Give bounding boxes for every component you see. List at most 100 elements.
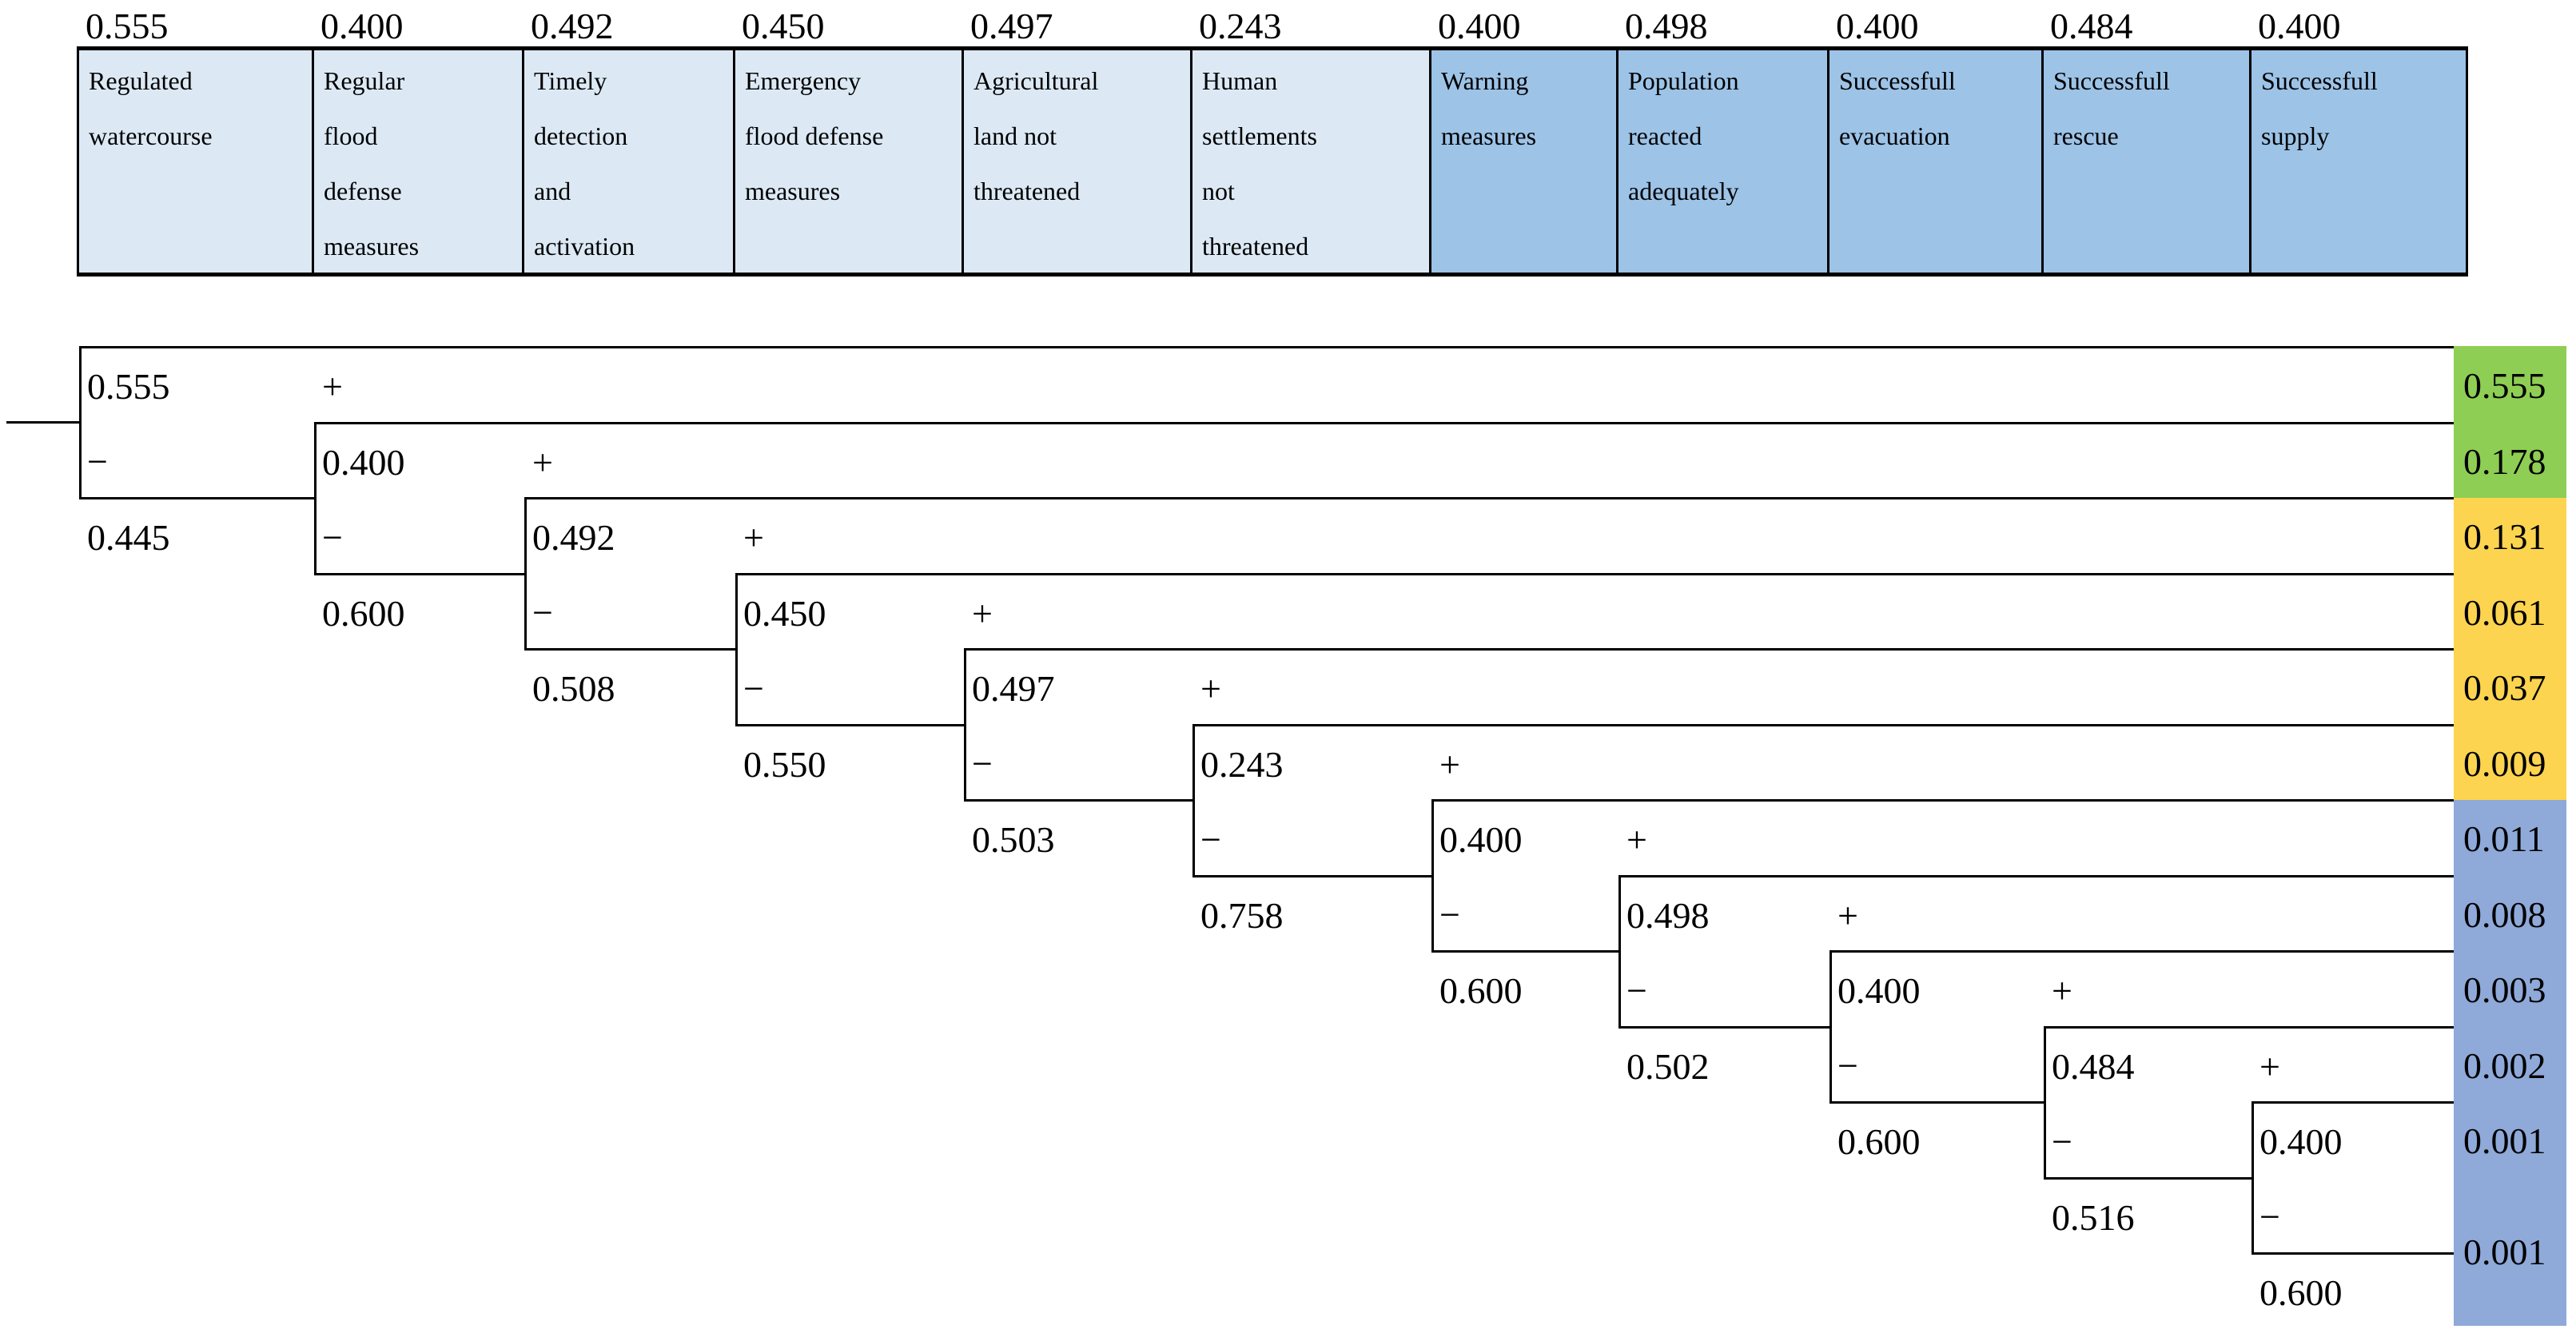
column-label-line: watercourse	[89, 121, 213, 150]
minus-sign: −	[1626, 970, 1647, 1011]
failure-probability-label: 0.600	[322, 593, 405, 634]
success-branch-line	[1192, 724, 2454, 726]
event-bracket-vertical	[2252, 1101, 2254, 1255]
column-probability-value: 0.555	[86, 6, 169, 46]
failure-branch-line	[79, 497, 317, 499]
event-bracket-vertical	[1431, 799, 1434, 953]
event-bracket-vertical	[524, 497, 527, 651]
event-bracket-vertical	[79, 346, 82, 499]
event-bracket-vertical	[1618, 875, 1621, 1029]
success-probability-label: 0.498	[1626, 895, 1710, 936]
column-label-line: Warning	[1441, 66, 1529, 95]
column-probability-value: 0.497	[970, 6, 1053, 46]
failure-branch-line	[1431, 950, 1621, 953]
outcome-value: 0.008	[2463, 894, 2546, 935]
outcome-value: 0.061	[2463, 592, 2546, 633]
minus-sign: −	[972, 743, 993, 784]
column-label-line: threatened	[1202, 232, 1309, 261]
column-label-line: flood defense	[745, 121, 884, 150]
failure-probability-label: 0.550	[743, 744, 826, 785]
failure-probability-label: 0.502	[1626, 1046, 1710, 1087]
success-probability-label: 0.492	[532, 517, 615, 558]
column-box-7: Warning measures	[1431, 50, 1618, 273]
failure-branch-line	[1192, 875, 1434, 877]
success-branch-line	[314, 422, 2454, 424]
column-label-line: rescue	[2053, 121, 2119, 150]
outcome-value: 0.009	[2463, 743, 2546, 784]
column-box-6: Human settlements not threatened	[1192, 50, 1431, 273]
minus-sign: −	[87, 441, 108, 482]
success-probability-label: 0.243	[1200, 744, 1284, 785]
success-probability-label: 0.484	[2052, 1046, 2135, 1087]
success-probability-label: 0.555	[87, 366, 170, 407]
success-probability-label: 0.400	[1439, 819, 1523, 860]
column-label-line: settlements	[1202, 121, 1317, 150]
success-branch-line	[524, 497, 2454, 499]
failure-probability-label: 0.508	[532, 668, 615, 709]
outcome-value: 0.555	[2463, 365, 2546, 406]
minus-sign: −	[322, 517, 343, 558]
outcome-value: 0.001	[2463, 1232, 2546, 1272]
column-probability-value: 0.400	[1438, 6, 1521, 46]
failure-branch-line	[1829, 1101, 2046, 1104]
event-bracket-vertical	[964, 648, 966, 802]
minus-sign: −	[532, 592, 553, 633]
plus-sign: +	[972, 593, 993, 634]
failure-probability-label: 0.600	[1439, 970, 1523, 1011]
failure-branch-line	[2044, 1177, 2254, 1180]
column-label-line: reacted	[1628, 121, 1702, 150]
column-label-line: detection	[534, 121, 628, 150]
column-box-10: Successfull rescue	[2044, 50, 2252, 273]
column-label-line: flood	[324, 121, 378, 150]
column-label-line: Population	[1628, 66, 1739, 95]
plus-sign: +	[1837, 895, 1858, 936]
outcome-value: 0.037	[2463, 667, 2546, 708]
failure-branch-line	[524, 648, 738, 651]
outcome-value: 0.011	[2463, 818, 2545, 859]
event-bracket-vertical	[1192, 724, 1195, 877]
column-label-line: land not	[973, 121, 1057, 150]
outcome-band-yellow	[2454, 498, 2566, 800]
column-label-line: activation	[534, 232, 635, 261]
outcome-value: 0.131	[2463, 516, 2546, 557]
success-probability-label: 0.400	[322, 442, 405, 483]
column-label-line: measures	[745, 177, 841, 205]
failure-probability-label: 0.758	[1200, 895, 1284, 936]
column-box-11: Successfull supply	[2252, 50, 2466, 273]
success-branch-line	[964, 648, 2454, 651]
column-label-line: Timely	[534, 66, 607, 95]
success-branch-line	[1618, 875, 2454, 877]
success-branch-line	[1431, 799, 2454, 802]
minus-sign: −	[1439, 894, 1460, 935]
column-label-line: Successfull	[2261, 66, 2378, 95]
tree-input-line	[6, 421, 79, 424]
column-box-9: Successfull evacuation	[1829, 50, 2044, 273]
failure-branch-line	[1618, 1026, 1832, 1029]
column-box-3: Timely detection and activation	[524, 50, 735, 273]
success-probability-label: 0.400	[2259, 1121, 2343, 1162]
plus-sign: +	[2259, 1046, 2280, 1087]
column-label-line: defense	[324, 177, 402, 205]
column-label-line: Regular	[324, 66, 405, 95]
plus-sign: +	[2052, 970, 2072, 1011]
column-label-line: Human	[1202, 66, 1278, 95]
column-label-line: adequately	[1628, 177, 1739, 205]
column-probability-value: 0.498	[1625, 6, 1708, 46]
event-bracket-vertical	[314, 422, 317, 575]
column-label-line: measures	[1441, 121, 1537, 150]
plus-sign: +	[1439, 744, 1460, 785]
column-label-line: Successfull	[2053, 66, 2170, 95]
plus-sign: +	[1200, 668, 1221, 709]
column-probability-value: 0.400	[321, 6, 404, 46]
column-label-line: not	[1202, 177, 1235, 205]
column-label-line: measures	[324, 232, 420, 261]
column-label-line: Regulated	[89, 66, 193, 95]
column-probability-value: 0.484	[2050, 6, 2133, 46]
success-branch-line	[79, 346, 2454, 348]
event-bracket-vertical	[1829, 950, 1832, 1104]
column-label-line: Agricultural	[973, 66, 1099, 95]
success-branch-line	[2252, 1101, 2454, 1104]
plus-sign: +	[1626, 819, 1647, 860]
column-box-2: Regular flood defense measures	[314, 50, 524, 273]
